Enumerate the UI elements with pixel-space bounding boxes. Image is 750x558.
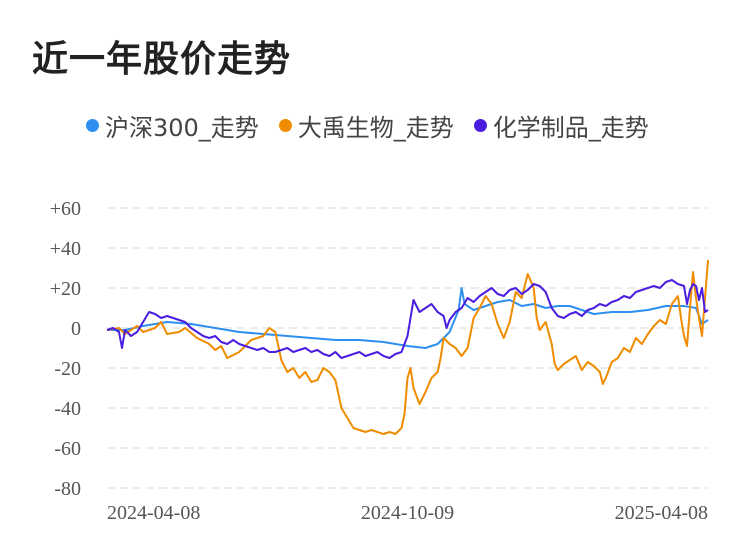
x-tick-label: 2024-04-08 xyxy=(107,502,200,524)
y-tick-label: -20 xyxy=(54,358,81,380)
y-tick-label: -80 xyxy=(54,478,81,500)
y-tick-label: +20 xyxy=(50,278,81,300)
x-tick-label: 2024-10-09 xyxy=(361,502,454,524)
legend-item-dayu[interactable]: 大禹生物_走势 xyxy=(278,108,454,143)
y-tick-label: -40 xyxy=(54,398,81,420)
y-axis-ticks: +60 +40 +20 0 -20 -40 -60 -80 xyxy=(50,198,81,500)
x-tick-label: 2025-04-08 xyxy=(615,502,708,524)
chart-legend: 沪深300_走势 大禹生物_走势 化学制品_走势 xyxy=(86,108,669,143)
legend-item-hs300[interactable]: 沪深300_走势 xyxy=(86,108,259,143)
series-line-1[interactable] xyxy=(106,259,709,435)
y-tick-label: +40 xyxy=(50,238,81,260)
legend-label: 沪深300_走势 xyxy=(105,114,259,142)
grid-lines xyxy=(107,207,708,489)
y-tick-label: 0 xyxy=(71,318,81,340)
y-tick-label: +60 xyxy=(50,198,81,220)
legend-dot-icon xyxy=(278,119,292,132)
legend-label: 化学制品_走势 xyxy=(492,114,649,142)
chart-title: 近一年股价走势 xyxy=(32,39,292,80)
y-tick-label: -60 xyxy=(54,438,81,460)
legend-label: 大禹生物_走势 xyxy=(297,114,454,142)
legend-dot-icon xyxy=(86,119,99,132)
series-line-2[interactable] xyxy=(106,279,709,359)
legend-item-chemical[interactable]: 化学制品_走势 xyxy=(473,108,649,143)
x-axis-ticks: 2024-04-08 2024-10-09 2025-04-08 xyxy=(107,502,708,524)
series-lines xyxy=(106,259,709,435)
legend-dot-icon xyxy=(473,119,487,132)
